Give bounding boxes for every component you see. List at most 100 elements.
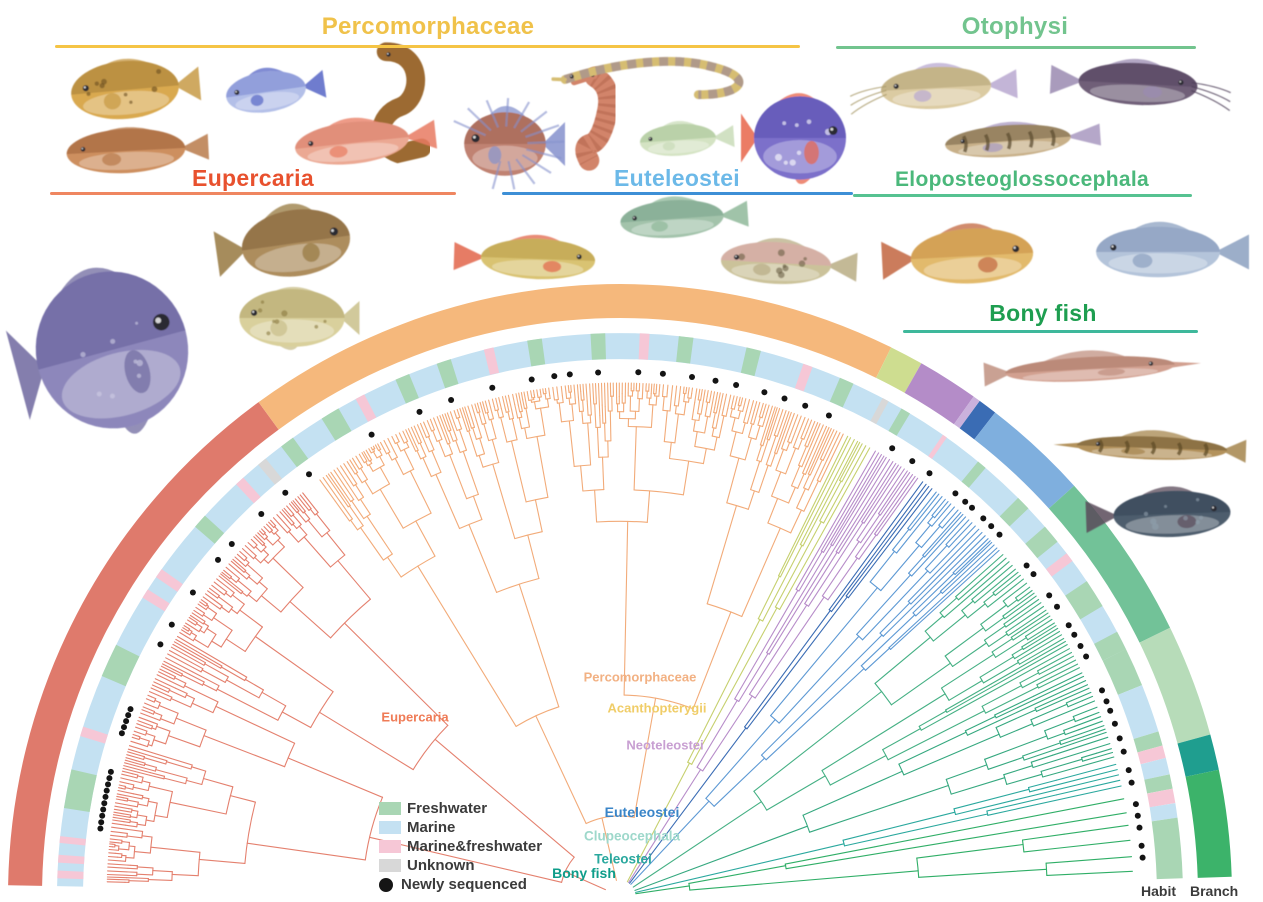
newly-sequenced-marker (1099, 687, 1105, 694)
newly-sequenced-marker (1120, 748, 1127, 755)
newly-sequenced-marker (416, 408, 423, 415)
freshwater-swatch (379, 802, 401, 815)
habit-ring-segment-both (928, 434, 947, 459)
clade-Eloposteoglossocephala (635, 763, 1122, 893)
branch-ring-Percomorphaceae (258, 284, 892, 430)
habit-ring-segment-freshwater (527, 338, 546, 367)
habit-ring-segment-freshwater (999, 497, 1029, 527)
habit-ring-base (1149, 803, 1178, 822)
newly-sequenced-marker (105, 781, 111, 788)
fish-flounder (71, 58, 202, 120)
newly-sequenced-marker (157, 641, 164, 648)
branch-ring-caption: Branch (1190, 883, 1239, 899)
newly-sequenced-marker (761, 389, 768, 396)
newly-sequenced-marker (1116, 735, 1123, 742)
newly-sequenced-marker (962, 498, 969, 505)
newly-sequenced-marker (635, 369, 642, 376)
habit-ring-segment-freshwater (195, 515, 225, 544)
habit-ring-segment-freshwater (1025, 526, 1058, 559)
fish-upside-down-catfish (1049, 58, 1231, 112)
newly-sequenced-marker (121, 724, 127, 731)
legend-row-unknown: Unknown (379, 856, 542, 875)
newly-sequenced-marker (566, 371, 573, 378)
fish-medaka (639, 120, 735, 156)
habit-ring-segment-freshwater (63, 769, 97, 813)
newly-sequenced-marker (118, 730, 125, 737)
fish-pipefish (551, 57, 744, 100)
newly-sequenced-marker (101, 800, 108, 807)
clade-Clupeocephala-basal (634, 672, 1115, 891)
newly-sequenced-marker (1125, 767, 1132, 774)
newly-sequenced-marker (215, 556, 221, 563)
newly-sequenced-marker (168, 621, 175, 628)
marine-freshwater-swatch (379, 840, 401, 853)
newly-sequenced-marker (889, 445, 896, 452)
branch-ring-Bony-fish-basal (1185, 769, 1232, 878)
radial-dendrogram (106, 382, 1133, 895)
habit-ring-segment-both (155, 569, 183, 592)
fish-threadfin-trevally (226, 67, 327, 113)
newly-sequenced-marker (102, 793, 109, 800)
newly-sequenced-marker (282, 489, 289, 496)
fish-sole (66, 127, 210, 174)
branch-ring-Otophysi (1048, 485, 1171, 643)
newly-sequenced-marker (1023, 562, 1030, 569)
newly-sequenced-marker (1054, 603, 1060, 610)
newly-sequenced-marker (189, 589, 196, 596)
fish-lionfish (453, 98, 565, 190)
clade-Bony-fish-basal (635, 798, 1133, 895)
newly-sequenced-marker (306, 471, 312, 478)
habit-ring-segment-both (1046, 553, 1073, 577)
newly-sequenced-marker (825, 412, 832, 419)
habit-ring-segment-both (58, 854, 85, 865)
clade-Eupercaria (106, 492, 606, 891)
fish-bullhead-catfish (849, 62, 1018, 115)
habit-ring-base (1151, 817, 1183, 880)
habit-ring-segment-unknown (258, 458, 283, 485)
newly-sequenced-marker (107, 768, 114, 775)
newly-sequenced-label: Newly sequenced (401, 876, 527, 893)
legend-row-freshwater: Freshwater (379, 799, 542, 818)
habit-ring-segment-both (236, 477, 261, 504)
newly-sequenced-marker (448, 397, 455, 403)
legend-row-newly-sequenced: Newly sequenced (379, 875, 542, 894)
newly-sequenced-marker (368, 431, 375, 438)
newly-sequenced-marker (98, 819, 105, 826)
branch-ring-Neoteleostei-light (954, 396, 980, 429)
newly-sequenced-marker (1134, 812, 1141, 819)
newly-sequenced-marker (659, 370, 666, 377)
branch-ring-Euteleostei (974, 412, 1075, 509)
habit-ring-base (1117, 685, 1159, 740)
clade-Otophysi (632, 554, 1080, 888)
fish-rover-snapper (295, 117, 438, 165)
branch-ring-Eupercaria (8, 402, 279, 886)
branch-ring-Neoteleostei (904, 363, 974, 425)
habit-ring-segment-freshwater (676, 336, 694, 364)
habit-ring-segment-freshwater (436, 359, 459, 389)
newly-sequenced-marker (1138, 842, 1145, 849)
newly-sequenced-marker (1132, 801, 1139, 808)
fish-killifish (881, 223, 1034, 284)
newly-sequenced-dots (97, 369, 1146, 861)
fish-pufferfish (239, 286, 360, 350)
habit-ring-segment-both (355, 394, 377, 422)
fish-rainbow-trout (720, 238, 858, 285)
legend-row-marine-freshwater: Marine&freshwater (379, 837, 542, 856)
fish-coelacanth (1085, 486, 1231, 538)
branch-ring-Euteleostei-deep (959, 400, 996, 440)
newly-sequenced-marker (969, 504, 975, 511)
clade-Euteleostei-deep (629, 481, 933, 884)
habit-ring-base (1144, 774, 1173, 794)
habit-ring-segment-freshwater (740, 347, 761, 377)
newly-sequenced-marker (952, 490, 959, 497)
newly-sequenced-marker (100, 806, 107, 813)
habit-ring-segment-freshwater (1094, 631, 1126, 661)
newly-sequenced-marker (1071, 631, 1078, 638)
newly-sequenced-marker (1128, 779, 1135, 786)
fish-illustrations (5, 42, 1249, 538)
habit-ring-segment-both (794, 363, 813, 392)
habit-ring-segment-freshwater (395, 373, 419, 404)
newly-sequenced-marker (926, 470, 933, 477)
